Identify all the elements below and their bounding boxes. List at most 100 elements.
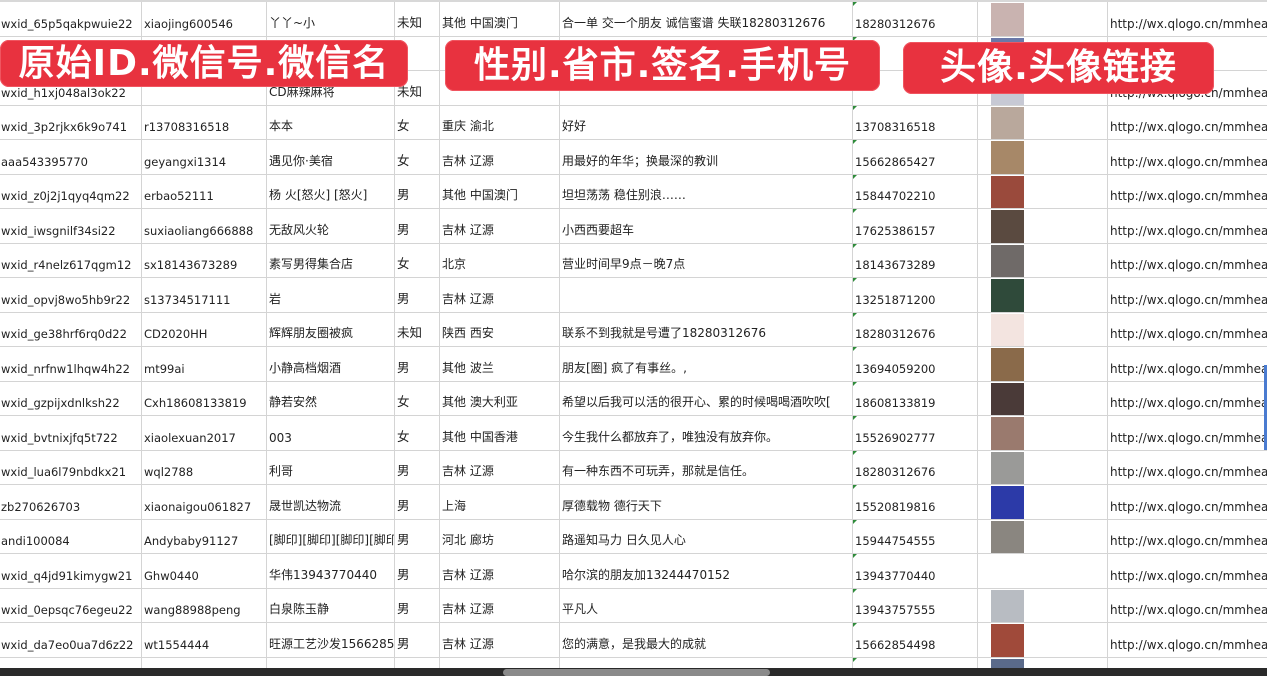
cell-phone[interactable]: 15662854498 xyxy=(853,623,978,657)
cell-wechat-name[interactable]: [脚印][脚印][脚印][脚印] xyxy=(267,519,395,553)
cell-avatar-url[interactable]: http://wx.qlogo.cn/mmhead xyxy=(1110,465,1267,479)
cell-region[interactable]: 吉林 辽源 xyxy=(440,623,560,657)
cell-avatar[interactable] xyxy=(978,2,1108,36)
cell-phone[interactable]: 15520819816 xyxy=(853,485,978,519)
cell-phone[interactable]: 17625386157 xyxy=(853,209,978,243)
cell-avatar-url[interactable]: http://wx.qlogo.cn/mmhead xyxy=(1110,154,1267,169)
cell-gender[interactable]: 女 xyxy=(395,243,440,277)
cell-gender[interactable]: 女 xyxy=(395,140,440,174)
cell-gender[interactable]: 男 xyxy=(395,450,440,484)
cell-wechat-name[interactable]: 003 xyxy=(267,416,395,450)
cell-wechat-id[interactable]: Andybaby91127 xyxy=(142,519,267,553)
cell-wechat-id[interactable]: Cxh18608133819 xyxy=(142,381,267,415)
cell-region[interactable]: 北京 xyxy=(440,243,560,277)
cell-original-id[interactable]: wxid_nrfnw1lhqw4h22 xyxy=(0,347,142,381)
cell-avatar[interactable] xyxy=(978,243,1108,277)
cell-signature[interactable] xyxy=(560,278,853,312)
cell-gender[interactable]: 男 xyxy=(395,623,440,657)
cell-region[interactable]: 吉林 辽源 xyxy=(440,140,560,174)
cell-avatar[interactable] xyxy=(978,588,1108,622)
cell-gender[interactable]: 男 xyxy=(395,485,440,519)
cell-phone[interactable]: 13708316518 xyxy=(853,105,978,139)
cell-avatar[interactable] xyxy=(978,657,1108,670)
cell-original-id[interactable]: wxid_da7eo0ua7d6z22 xyxy=(0,623,142,657)
cell-avatar[interactable] xyxy=(978,105,1108,139)
cell-avatar-url[interactable]: http://wx.qlogo.cn/mmhead xyxy=(1110,327,1267,341)
cell-avatar[interactable] xyxy=(978,347,1108,381)
cell-gender[interactable]: 男 xyxy=(395,174,440,208)
cell-avatar-url[interactable]: http://wx.qlogo.cn/mmhead xyxy=(1110,534,1267,548)
cell-avatar-url[interactable]: http://wx.qlogo.cn/mmhead xyxy=(1110,568,1267,583)
cell-avatar[interactable] xyxy=(978,450,1108,484)
cell-original-id[interactable]: wxid_3p2rjkx6k9o741 xyxy=(0,105,142,139)
cell-region[interactable]: 重庆 渝北 xyxy=(440,105,560,139)
cell-wechat-name[interactable]: 利哥 xyxy=(267,450,395,484)
cell-phone[interactable]: 18280312676 xyxy=(853,2,978,36)
cell-phone[interactable]: 18280312676 xyxy=(853,450,978,484)
cell-wechat-name[interactable]: 小静高档烟酒 xyxy=(267,347,395,381)
cell-wechat-name[interactable]: 静若安然 xyxy=(267,381,395,415)
cell-signature[interactable]: 希望以后我可以活的很开心、累的时候喝喝酒吹吹[ xyxy=(560,381,853,415)
cell-original-id[interactable]: zb270626703 xyxy=(0,485,142,519)
cell-gender[interactable]: 女 xyxy=(395,381,440,415)
cell-region[interactable]: 吉林 辽源 xyxy=(440,278,560,312)
cell-signature[interactable]: 好好 xyxy=(560,105,853,139)
cell-avatar-url[interactable]: http://wx.qlogo.cn/mmhead xyxy=(1110,637,1267,652)
cell-gender[interactable]: 男 xyxy=(395,278,440,312)
cell-gender[interactable]: 女 xyxy=(395,416,440,450)
cell-original-id[interactable] xyxy=(0,657,142,670)
cell-avatar-url[interactable]: http://wx.qlogo.cn/mmhead xyxy=(1110,292,1267,307)
cell-phone[interactable]: 13943770440 xyxy=(853,554,978,588)
cell-avatar-url[interactable]: http://wx.qlogo.cn/mmhead xyxy=(1110,16,1267,31)
cell-wechat-name[interactable]: 华伟13943770440 xyxy=(267,554,395,588)
cell-avatar[interactable] xyxy=(978,381,1108,415)
cell-gender[interactable]: 男 xyxy=(395,588,440,622)
cell-region[interactable]: 其他 波兰 xyxy=(440,347,560,381)
cell-signature[interactable]: 朋友[圈] 疯了有事丝。, xyxy=(560,347,853,381)
cell-wechat-id[interactable]: r13708316518 xyxy=(142,105,267,139)
cell-wechat-name[interactable]: 辉辉朋友圈被疯 xyxy=(267,312,395,346)
cell-original-id[interactable]: wxid_opvj8wo5hb9r22 xyxy=(0,278,142,312)
cell-region[interactable]: 吉林 辽源 xyxy=(440,554,560,588)
cell-original-id[interactable]: wxid_r4nelz617qgm12 xyxy=(0,243,142,277)
cell-avatar[interactable] xyxy=(978,209,1108,243)
cell-signature[interactable]: 厚德载物 德行天下 xyxy=(560,485,853,519)
cell-avatar[interactable] xyxy=(978,312,1108,346)
cell-signature[interactable]: 合一单 交一个朋友 诚信蜜谱 失联18280312676 xyxy=(560,2,853,36)
cell-wechat-name[interactable]: 杨 火[怒火] [怒火] xyxy=(267,174,395,208)
cell-original-id[interactable]: andi100084 xyxy=(0,519,142,553)
cell-wechat-id[interactable]: CD2020HH xyxy=(142,312,267,346)
cell-gender[interactable]: 男 xyxy=(395,209,440,243)
cell-phone[interactable]: 18143673289 xyxy=(853,243,978,277)
cell-region[interactable]: 陕西 西安 xyxy=(440,312,560,346)
cell-wechat-id[interactable]: s13734517111 xyxy=(142,278,267,312)
cell-avatar-url[interactable]: http://wx.qlogo.cn/mmhead xyxy=(1110,499,1267,514)
cell-original-id[interactable]: wxid_iwsgnilf34si22 xyxy=(0,209,142,243)
cell-gender[interactable]: 女 xyxy=(395,105,440,139)
cell-phone[interactable]: 13694059200 xyxy=(853,347,978,381)
cell-avatar-url[interactable]: http://wx.qlogo.cn/mmhead xyxy=(1110,396,1267,410)
cell-wechat-name[interactable]: 晟世凯达物流 xyxy=(267,485,395,519)
cell-wechat-name[interactable]: 丫丫~小 xyxy=(267,2,395,36)
cell-original-id[interactable]: wxid_gzpijxdnlksh22 xyxy=(0,381,142,415)
cell-avatar-url[interactable]: http://wx.qlogo.cn/mmhead xyxy=(1110,361,1267,376)
cell-phone[interactable]: 15844702210 xyxy=(853,174,978,208)
cell-phone[interactable]: 13943757555 xyxy=(853,588,978,622)
cell-avatar[interactable] xyxy=(978,519,1108,553)
cell-signature[interactable]: 坦坦荡荡 稳住别浪…… xyxy=(560,174,853,208)
cell-gender[interactable] xyxy=(395,36,440,70)
cell-signature[interactable]: 联系不到我就是号遭了18280312676 xyxy=(560,312,853,346)
cell-wechat-name[interactable]: 白泉陈玉静 xyxy=(267,588,395,622)
cell-avatar[interactable] xyxy=(978,554,1108,588)
cell-region[interactable]: 其他 中国香港 xyxy=(440,416,560,450)
cell-region[interactable]: 其他 中国澳门 xyxy=(440,2,560,36)
cell-original-id[interactable]: wxid_lua6l79nbdkx21 xyxy=(0,450,142,484)
cell-gender[interactable] xyxy=(395,657,440,670)
cell-wechat-id[interactable]: suxiaoliang666888 xyxy=(142,209,267,243)
cell-wechat-id[interactable]: wt1554444 xyxy=(142,623,267,657)
cell-gender[interactable]: 未知 xyxy=(395,71,440,105)
cell-original-id[interactable]: wxid_h1xj048al3ok22 xyxy=(0,71,142,105)
cell-avatar-url[interactable]: http://wx.qlogo.cn/mmhead xyxy=(1110,603,1267,617)
cell-wechat-name[interactable]: 岩 xyxy=(267,278,395,312)
cell-avatar-url[interactable]: http://wx.qlogo.cn/mmhead xyxy=(1110,223,1267,238)
